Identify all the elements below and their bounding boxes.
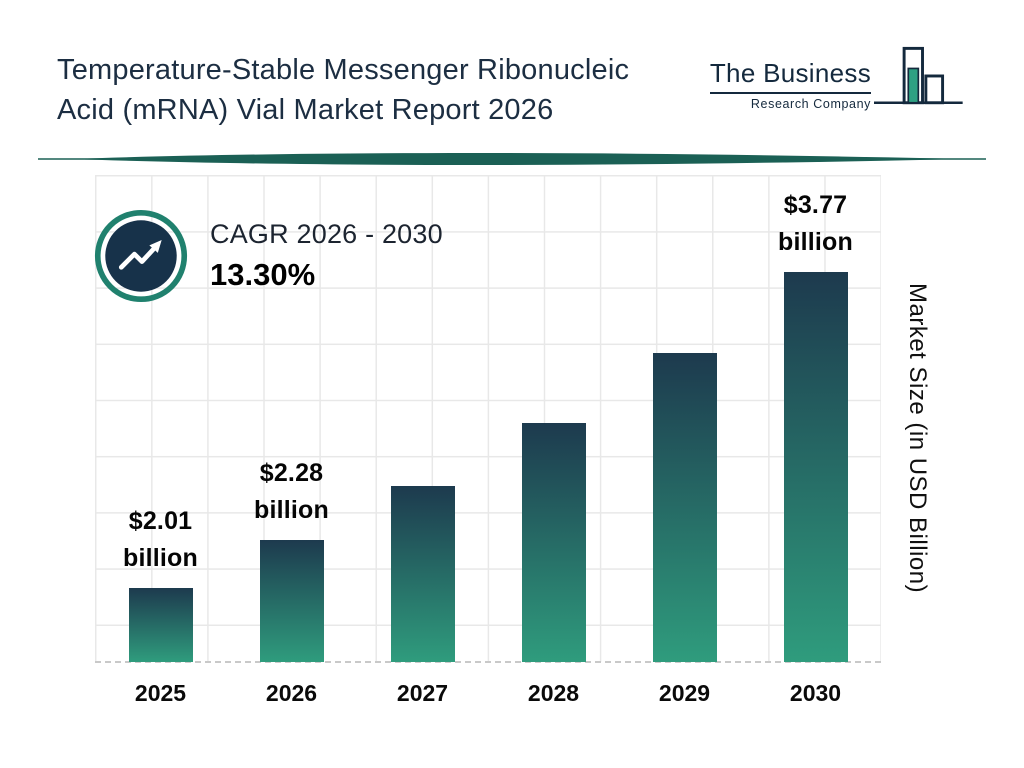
- x-axis-labels: 2025 2026 2027 2028 2029 2030: [95, 680, 881, 707]
- bar-column-2030: $3.77 billion: [750, 187, 881, 662]
- trend-up-icon: [94, 209, 188, 303]
- x-tick-2028: 2028: [527, 680, 580, 706]
- page-title: Temperature-Stable Messenger Ribonucleic…: [57, 50, 629, 130]
- company-logo-text: The Business Research Company: [709, 58, 871, 111]
- bar-column-2025: $2.01 billion: [95, 503, 226, 662]
- value-label-2025: $2.01 billion: [123, 507, 198, 572]
- value-label-2026: $2.28 billion: [254, 459, 329, 524]
- company-subtitle: Research Company: [750, 96, 871, 111]
- page-title-line2: Acid (mRNA) Vial Market Report 2026: [57, 94, 554, 126]
- bar-column-2028: [488, 423, 619, 662]
- x-tick-2026: 2026: [265, 680, 318, 706]
- bar-chart-plot-area: $2.01 billion $2.28 billion $3.77 billion: [95, 175, 881, 663]
- bar-column-2026: $2.28 billion: [226, 455, 357, 662]
- bar-2029: [652, 353, 717, 662]
- section-divider: [38, 153, 986, 165]
- x-tick-2027: 2027: [396, 680, 449, 706]
- logo-bars-icon: [874, 46, 963, 105]
- value-label-2030: $3.77 billion: [778, 191, 853, 256]
- company-name: The Business: [709, 58, 871, 94]
- cagr-text: CAGR 2026 - 2030 13.30%: [210, 219, 443, 293]
- page-title-line1: Temperature-Stable Messenger Ribonucleic: [57, 54, 630, 86]
- cagr-value: 13.30%: [210, 257, 316, 292]
- x-tick-2025: 2025: [134, 680, 187, 706]
- cagr-badge: CAGR 2026 - 2030 13.30%: [94, 209, 443, 303]
- bar-2026: [259, 540, 324, 662]
- bar-columns: $2.01 billion $2.28 billion $3.77 billion: [95, 175, 881, 662]
- bar-column-2029: [619, 353, 750, 662]
- bar-2030: [783, 272, 848, 662]
- x-tick-2029: 2029: [658, 680, 711, 706]
- y-axis-label: Market Size (in USD Billion): [904, 283, 931, 594]
- bar-2027: [390, 486, 455, 662]
- x-axis-line: [95, 661, 881, 663]
- bar-column-2027: [357, 486, 488, 662]
- bar-2028: [521, 423, 586, 662]
- cagr-label: CAGR 2026 - 2030: [210, 219, 443, 249]
- company-logo: The Business Research Company: [709, 40, 966, 122]
- x-tick-2030: 2030: [789, 680, 842, 706]
- bar-2025: [128, 588, 193, 662]
